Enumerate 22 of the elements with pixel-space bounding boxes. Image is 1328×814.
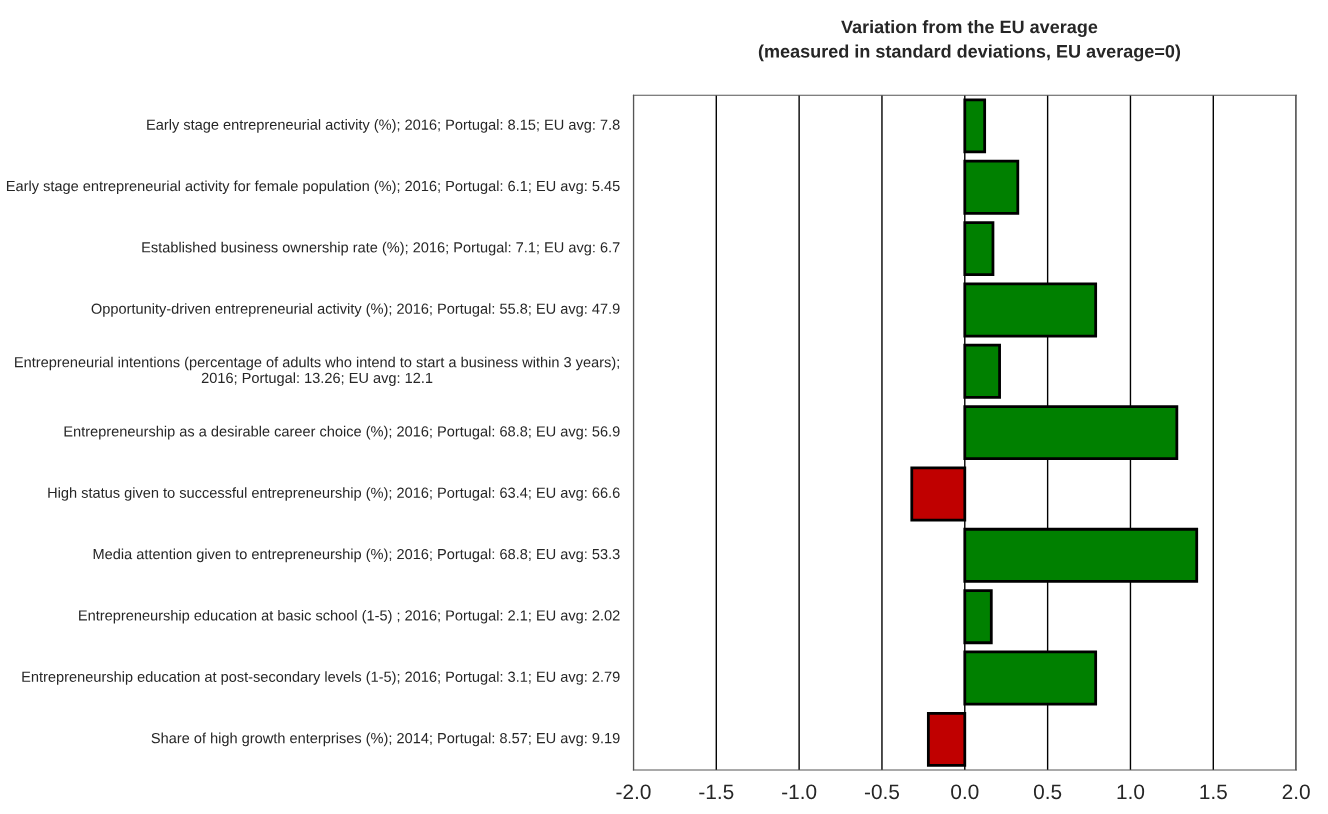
chart-subtitle: (measured in standard deviations, EU average=0) <box>758 44 1181 62</box>
y-tick-label: Early stage entrepreneurial activity for female population (%); 2016; Portugal: 6.1; EU avg: 5.45 <box>6 180 620 195</box>
y-tick-label: Share of high growth enterprises (%); 2014; Portugal: 8.57; EU avg: 9.19 <box>151 732 620 747</box>
x-tick-label: -0.5 <box>864 784 900 800</box>
y-tick-label: Entrepreneurship as a desirable career choice (%); 2016; Portugal: 68.8; EU avg: 56.9 <box>64 425 620 440</box>
x-tick-label: -1.5 <box>699 784 734 800</box>
y-tick-label: Opportunity-driven entrepreneurial activity (%); 2016; Portugal: 55.8; EU avg: 47.9 <box>91 303 620 317</box>
y-tick-label: Entrepreneurship education at basic school (1-5) ; 2016; Portugal: 2.1; EU avg: 2.02 <box>79 609 620 624</box>
y-tick-label: Established business ownership rate (%); 2016; Portugal: 7.1; EU avg: 6.7 <box>142 241 620 256</box>
chart-title: Variation from the EU average <box>841 20 1098 37</box>
x-tick-label: 0.5 <box>1033 784 1062 800</box>
y-tick-label: Entrepreneurial intentions (percentage of adults who intend to start a business within 3 years); 2016; Portugal: 13.26; EU avg: 12.1 <box>15 356 619 386</box>
y-tick-label: High status given to successful entrepreneurship (%); 2016; Portugal: 63.4; EU avg: 66.6 <box>48 487 620 501</box>
y-tick-label: Media attention given to entrepreneurship (%); 2016; Portugal: 68.8; EU avg: 53.3 <box>93 548 620 563</box>
x-tick-label: -1.0 <box>782 784 817 800</box>
x-tick-label: 0.0 <box>951 784 979 800</box>
y-tick-label: Early stage entrepreneurial activity (%); 2016; Portugal: 8.15; EU avg: 7.8 <box>147 119 620 133</box>
x-tick-label: 2.0 <box>1282 784 1310 800</box>
x-tick-label: 1.0 <box>1117 784 1145 800</box>
x-tick-label: -2.0 <box>616 784 651 800</box>
y-tick-label: Entrepreneurship education at post-secondary levels (1-5); 2016; Portugal: 3.1; EU avg: 2.79 <box>22 671 620 685</box>
x-tick-label: 1.5 <box>1200 784 1227 800</box>
